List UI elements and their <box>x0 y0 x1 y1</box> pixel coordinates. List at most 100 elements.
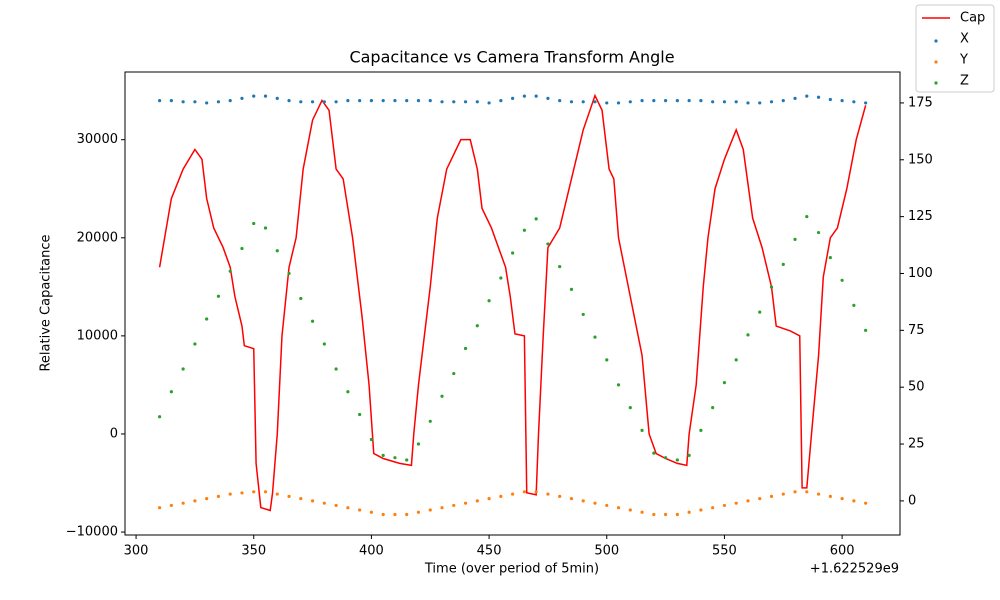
scatter-point <box>628 508 632 512</box>
scatter-point <box>769 100 774 104</box>
scatter-point <box>275 492 279 496</box>
scatter-point <box>699 428 703 432</box>
scatter-point <box>334 503 338 508</box>
scatter-point <box>499 494 503 498</box>
scatter-point <box>722 100 727 104</box>
scatter-point <box>263 490 268 494</box>
scatter-point <box>852 499 856 503</box>
y-tick-label: −10000 <box>66 525 118 540</box>
scatter-point <box>805 215 809 219</box>
scatter-point <box>511 96 515 100</box>
scatter-point <box>428 99 432 103</box>
y2-tick-label: 150 <box>908 152 933 167</box>
plot-frame <box>124 71 901 536</box>
scatter-point <box>310 499 315 503</box>
scatter-point <box>193 100 197 104</box>
scatter-point <box>816 230 821 235</box>
scatter-point <box>687 99 691 103</box>
scatter-point <box>569 497 574 501</box>
scatter-point <box>675 99 679 103</box>
scatter-point <box>781 99 785 103</box>
scatter-point <box>805 490 809 494</box>
scatter-point <box>369 437 374 442</box>
scatter-point <box>346 506 350 510</box>
scatter-point <box>452 371 456 376</box>
scatter-point <box>864 501 868 505</box>
scatter-point <box>240 96 244 100</box>
scatter-point <box>628 100 632 104</box>
scatter-point <box>216 100 221 104</box>
scatter-point <box>652 99 656 103</box>
scatter-point <box>652 451 656 455</box>
scatter-point <box>240 491 244 495</box>
scatter-point <box>616 506 621 510</box>
x-tick-label: 400 <box>359 544 384 559</box>
x-tick-label: 600 <box>830 544 855 559</box>
scatter-point <box>181 501 185 505</box>
scatter-point <box>169 503 173 508</box>
scatter-point <box>334 367 338 371</box>
scatter-point <box>616 101 621 105</box>
scatter-point <box>322 100 326 104</box>
scatter-point <box>205 497 209 501</box>
scatter-point <box>310 319 315 323</box>
y2-tick-label: 0 <box>908 493 916 508</box>
scatter-point <box>793 490 797 494</box>
scatter-point <box>287 271 291 276</box>
scatter-point <box>393 456 397 460</box>
scatter-point <box>605 503 609 508</box>
scatter-point <box>534 94 538 98</box>
scatter-point <box>734 358 738 362</box>
scatter-point <box>487 299 491 303</box>
scatter-point <box>475 324 479 328</box>
scatter-point <box>628 406 632 410</box>
scatter-point <box>769 285 774 289</box>
y2-tick-label: 50 <box>908 380 925 395</box>
scatter-point <box>558 265 562 269</box>
scatter-point <box>393 99 397 103</box>
scatter-point <box>452 100 456 104</box>
scatter-point <box>840 497 844 501</box>
scatter-point <box>722 381 727 385</box>
scatter-point <box>864 101 868 105</box>
scatter-point <box>558 494 562 498</box>
scatter-point <box>640 99 644 103</box>
scatter-point <box>793 237 797 241</box>
scatter-point <box>711 506 715 510</box>
scatter-point <box>793 96 797 100</box>
scatter-point <box>381 453 385 458</box>
scatter-point <box>746 333 750 337</box>
scatter-point <box>864 328 868 332</box>
scatter-point <box>758 497 762 501</box>
scatter-point <box>405 512 409 517</box>
y2-tick-label: 100 <box>908 266 933 281</box>
scatter-point <box>157 506 162 510</box>
legend-label: Cap <box>960 11 985 26</box>
scatter-point <box>522 490 526 494</box>
scatter-point <box>640 428 644 432</box>
scatter-point <box>711 100 715 104</box>
legend-marker <box>934 60 938 64</box>
scatter-point <box>852 100 856 104</box>
scatter-point <box>228 269 232 273</box>
scatter-point <box>275 96 279 100</box>
y-tick-label: 20000 <box>77 230 118 245</box>
scatter-point <box>252 94 256 98</box>
scatter-point <box>522 228 526 232</box>
legend-marker <box>934 81 938 85</box>
scatter-point <box>605 101 609 105</box>
scatter-point <box>358 508 362 512</box>
chart-title: Capacitance vs Camera Transform Angle <box>349 48 674 67</box>
scatter-point <box>840 99 844 103</box>
scatter-point <box>746 101 750 105</box>
scatter-point <box>299 296 303 301</box>
x-tick-label: 450 <box>477 544 502 559</box>
scatter-point <box>157 415 162 419</box>
scatter-point <box>499 276 503 280</box>
scatter-point <box>581 100 585 104</box>
x-tick-label: 300 <box>124 544 149 559</box>
scatter-point <box>252 221 256 226</box>
scatter-point <box>546 492 550 496</box>
scatter-point <box>569 287 574 292</box>
scatter-point <box>581 499 585 503</box>
